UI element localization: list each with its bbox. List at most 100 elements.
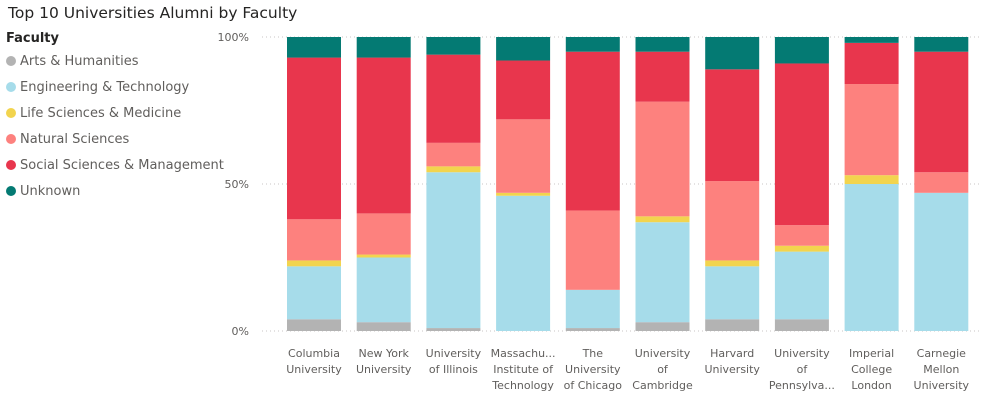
x-tick-label: Pennsylva...	[769, 379, 835, 392]
bar-segment[interactable]	[774, 319, 829, 331]
x-tick-label: Imperial	[849, 347, 894, 360]
legend-item-unknown[interactable]: Unknown	[6, 178, 224, 204]
legend-label: Life Sciences & Medicine	[20, 105, 182, 121]
bar-segment[interactable]	[426, 328, 481, 331]
bar-segment[interactable]	[496, 195, 551, 331]
bar-segment[interactable]	[426, 37, 481, 55]
bar-segment[interactable]	[356, 213, 411, 255]
bar-segment[interactable]	[426, 172, 481, 329]
bar-segment[interactable]	[287, 260, 341, 267]
bar-segment[interactable]	[287, 57, 341, 220]
bar-segment[interactable]	[635, 101, 690, 217]
legend-dot-icon	[6, 160, 16, 170]
x-tick-label: Mellon	[923, 363, 959, 376]
bar-segment[interactable]	[496, 192, 551, 196]
bar-segment[interactable]	[356, 322, 411, 331]
x-tick-label: of	[657, 363, 669, 376]
legend-item-natural-sciences[interactable]: Natural Sciences	[6, 126, 224, 152]
legend-dot-icon	[6, 186, 16, 196]
bar-segment[interactable]	[496, 37, 551, 61]
x-tick-label: University	[565, 363, 621, 376]
bar-segment[interactable]	[565, 210, 620, 290]
legend-item-arts-humanities[interactable]: Arts & Humanities	[6, 48, 224, 74]
x-tick-label: Technology	[491, 379, 554, 392]
bar-segment[interactable]	[705, 266, 760, 320]
x-tick-label: Columbia	[288, 347, 340, 360]
x-tick-label: University	[914, 379, 970, 392]
bar-segment[interactable]	[356, 37, 411, 58]
bar-segment[interactable]	[774, 37, 829, 64]
bar-segment[interactable]	[287, 319, 341, 331]
x-tick-label: London	[851, 379, 891, 392]
bar-segment[interactable]	[565, 51, 620, 211]
bar-segment[interactable]	[287, 219, 341, 261]
bar-segment[interactable]	[635, 51, 690, 102]
x-tick-label: of	[797, 363, 809, 376]
y-tick-label: 50%	[225, 178, 249, 191]
bar-segment[interactable]	[844, 184, 899, 331]
bar-segment[interactable]	[774, 245, 829, 252]
x-tick-label: Institute of	[493, 363, 554, 376]
legend-title: Faculty	[6, 31, 59, 46]
bar-segment[interactable]	[705, 181, 760, 261]
bar-segment[interactable]	[496, 119, 551, 193]
x-tick-label: University	[426, 347, 482, 360]
bar-segment[interactable]	[705, 37, 760, 70]
bar-segment[interactable]	[565, 37, 620, 52]
x-tick-label: Carnegie	[917, 347, 967, 360]
legend-item-social-sciences-management[interactable]: Social Sciences & Management	[6, 152, 224, 178]
bar-segment[interactable]	[426, 142, 481, 167]
legend-dot-icon	[6, 82, 16, 92]
bar-segment[interactable]	[426, 54, 481, 143]
x-tick-label: The	[582, 347, 604, 360]
x-tick-label: Massachu...	[491, 347, 556, 360]
bar-segment[interactable]	[774, 251, 829, 320]
x-tick-label: of Illinois	[429, 363, 478, 376]
x-tick-label: College	[851, 363, 892, 376]
bar-segment[interactable]	[496, 60, 551, 120]
bar-segment[interactable]	[426, 166, 481, 173]
bar-segment[interactable]	[774, 225, 829, 246]
legend-item-life-sciences-medicine[interactable]: Life Sciences & Medicine	[6, 100, 224, 126]
x-tick-label: University	[774, 347, 830, 360]
y-tick-label: 100%	[218, 31, 249, 44]
x-tick-label: University	[704, 363, 760, 376]
bar-segment[interactable]	[287, 37, 341, 58]
x-tick-label: Harvard	[710, 347, 754, 360]
bar-segment[interactable]	[705, 260, 760, 267]
legend-dot-icon	[6, 108, 16, 118]
bar-segment[interactable]	[635, 37, 690, 52]
legend-label: Natural Sciences	[20, 131, 130, 147]
bar-segment[interactable]	[914, 37, 969, 52]
bar-segment[interactable]	[844, 37, 899, 43]
bar-segment[interactable]	[914, 172, 969, 193]
bar-segment[interactable]	[705, 319, 760, 331]
bar-segment[interactable]	[635, 222, 690, 323]
legend-item-engineering-technology[interactable]: Engineering & Technology	[6, 74, 224, 100]
x-tick-label: University	[356, 363, 412, 376]
legend-label: Arts & Humanities	[20, 53, 139, 69]
legend-dot-icon	[6, 134, 16, 144]
bar-segment[interactable]	[774, 63, 829, 226]
bar-segment[interactable]	[844, 84, 899, 176]
bar-segment[interactable]	[844, 42, 899, 85]
y-tick-label: 0%	[232, 325, 249, 338]
bar-segment[interactable]	[844, 175, 899, 184]
bar-segment[interactable]	[705, 69, 760, 182]
bar-segment[interactable]	[356, 257, 411, 323]
bar-segment[interactable]	[914, 51, 969, 173]
bar-segment[interactable]	[356, 254, 411, 258]
x-tick-label: of Chicago	[564, 379, 623, 392]
bar-segment[interactable]	[565, 289, 620, 329]
x-tick-label: University	[635, 347, 691, 360]
x-tick-label: New York	[359, 347, 410, 360]
bar-segment[interactable]	[565, 328, 620, 331]
x-tick-label: University	[286, 363, 342, 376]
bar-segment[interactable]	[635, 322, 690, 331]
bar-segment[interactable]	[356, 57, 411, 214]
bar-segment[interactable]	[287, 266, 341, 320]
bar-segment[interactable]	[635, 216, 690, 223]
bar-segment[interactable]	[914, 192, 969, 331]
legend-dot-icon	[6, 56, 16, 66]
